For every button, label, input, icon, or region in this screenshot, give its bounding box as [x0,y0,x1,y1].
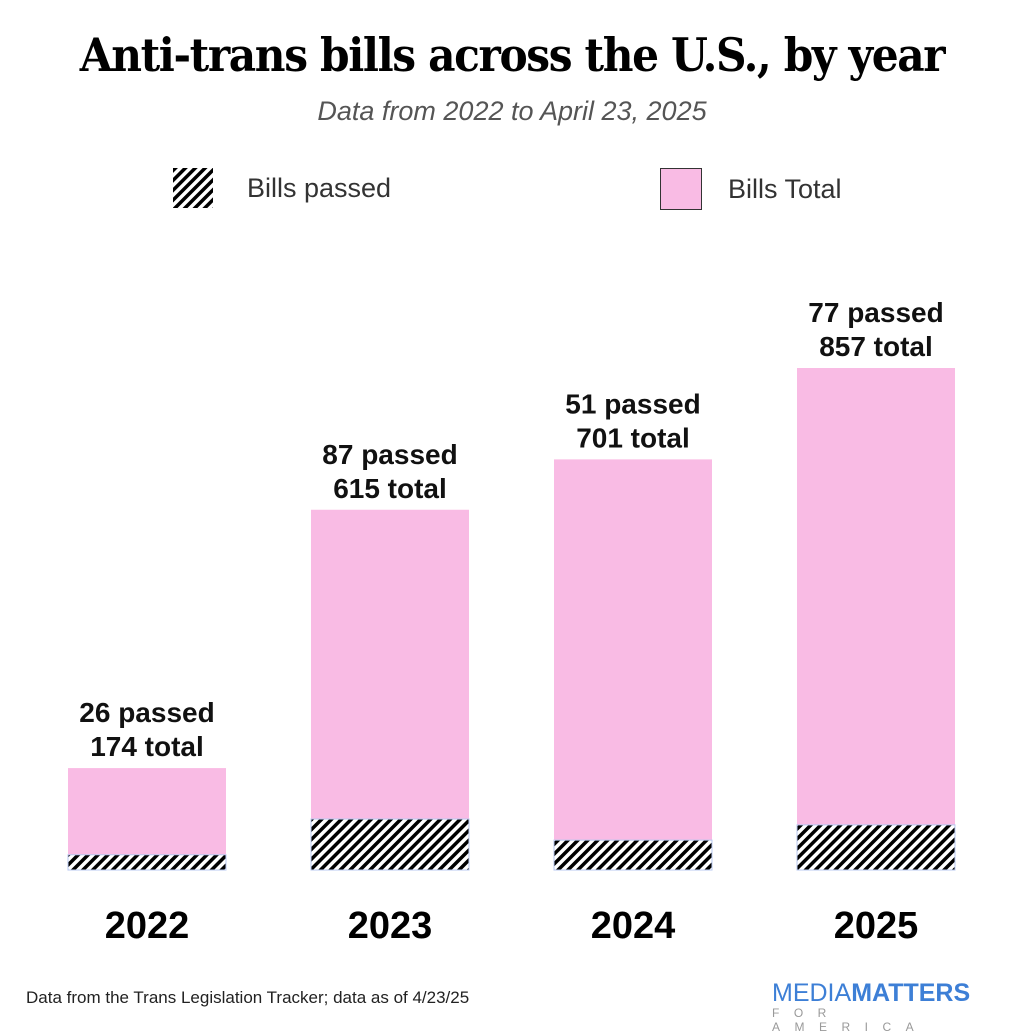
x-tick-label-2023: 2023 [348,905,433,947]
pink-swatch-icon [660,168,702,210]
data-label-passed-2025: 77 passed [808,297,943,328]
x-tick-label-2025: 2025 [834,905,919,947]
source-note: Data from the Trans Legislation Tracker;… [26,988,470,1007]
legend-label-total: Bills Total [728,173,842,204]
data-label-passed-2022: 26 passed [79,697,214,728]
bar-total-2025 [797,368,955,870]
media-matters-logo: MEDIAMATTERS FOR AMERICA [772,980,982,1034]
data-label-total-2025: 857 total [819,331,933,362]
data-label-total-2022: 174 total [90,731,204,762]
chart-subtitle: Data from 2022 to April 23, 2025 [317,96,707,126]
bar-passed-2023 [310,818,470,871]
bar-passed-2022 [67,854,227,871]
bar-total-2024 [554,459,712,870]
data-label-passed-2024: 51 passed [565,388,700,419]
data-label-total-2024: 701 total [576,422,690,453]
logo-word-matters: MATTERS [851,979,971,1007]
bar-total-2022 [68,768,226,870]
data-label-total-2023: 615 total [333,473,447,504]
bar-passed-2025 [796,824,956,871]
legend-item-passed: Bills passed [173,168,391,208]
chart-title: Anti-trans bills across the U.S., by yea… [79,28,946,82]
x-tick-label-2022: 2022 [105,905,190,947]
logo-word-media: MEDIA [772,979,852,1007]
bar-passed-2024 [553,839,713,871]
hatch-swatch-icon [173,168,213,208]
bar-total-2023 [311,509,469,870]
data-label-passed-2023: 87 passed [322,439,457,470]
legend-item-total: Bills Total [660,168,842,210]
legend-label-passed: Bills passed [247,172,392,203]
logo-tagline: FOR AMERICA [772,1006,929,1034]
x-tick-label-2024: 2024 [591,905,676,947]
